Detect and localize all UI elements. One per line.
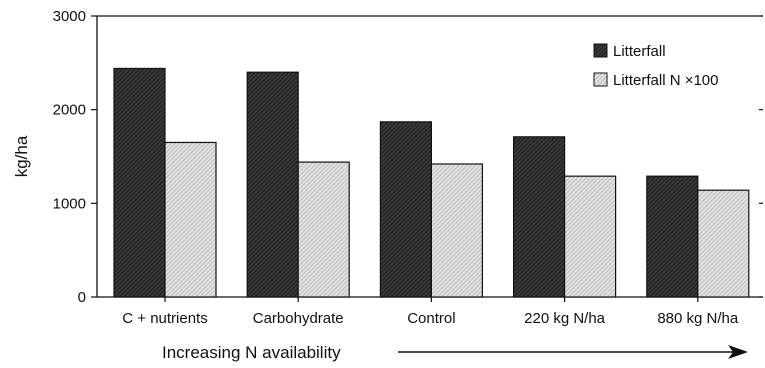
x-tick-label: Control — [407, 310, 455, 327]
x-tick-label: C + nutrients — [122, 310, 207, 327]
legend-label: Litterfall — [613, 43, 666, 60]
x-tick-label: 220 kg N/ha — [524, 310, 606, 327]
bar-litterfall — [512, 136, 566, 298]
y-tick-label: 2000 — [53, 102, 86, 119]
y-axis-label: kg/ha — [12, 135, 31, 177]
bar-litterfall — [379, 121, 432, 298]
y-tick-label: 1000 — [53, 195, 86, 212]
y-tick-label: 3000 — [53, 8, 86, 25]
x-tick-label: 880 kg N/ha — [657, 310, 739, 327]
legend-label: Litterfall N ×100 — [613, 72, 718, 89]
bar-litterfall-n — [297, 161, 350, 298]
x-axis-label: Increasing N availability — [162, 343, 341, 362]
bar-litterfall — [246, 71, 299, 298]
x-tick-label: Carbohydrate — [253, 310, 344, 327]
bar-litterfall — [113, 67, 166, 298]
availability-arrow-head — [728, 345, 748, 359]
bar-litterfall-n — [563, 175, 617, 298]
legend-swatch — [593, 43, 608, 58]
bar-litterfall-n — [430, 163, 483, 298]
y-tick-label: 0 — [78, 289, 86, 306]
bar-litterfall — [646, 175, 699, 298]
bar-litterfall-n — [697, 189, 750, 298]
bar-litterfall-n — [164, 141, 217, 298]
legend-swatch — [593, 72, 608, 87]
